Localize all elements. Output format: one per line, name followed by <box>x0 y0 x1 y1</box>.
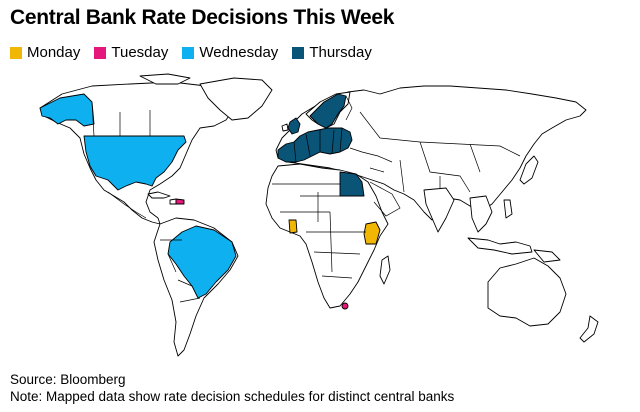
region-alaska <box>39 93 95 127</box>
region-egypt <box>339 171 365 197</box>
legend-swatch-wednesday <box>182 46 195 59</box>
legend-swatch-thursday <box>292 46 305 59</box>
border-mexico <box>107 191 147 219</box>
region-brazil <box>167 225 237 299</box>
legend-item-monday: Monday <box>10 44 80 61</box>
border-africa <box>272 183 366 279</box>
region-united-states <box>83 135 187 191</box>
region-norway-sweden <box>309 93 347 129</box>
border-arabia <box>369 181 401 217</box>
region-kenya <box>363 221 381 245</box>
world-map <box>39 73 599 357</box>
border-canada <box>91 101 151 137</box>
source-text: Source: Bloomberg <box>10 372 126 387</box>
landmass-greenland <box>199 77 273 121</box>
legend-item-tuesday: Tuesday <box>94 44 168 61</box>
landmass-new-zealand <box>579 315 599 343</box>
landmass-hispaniola-west <box>169 198 177 205</box>
legend-label-wednesday: Wednesday <box>199 44 279 61</box>
legend: Monday Tuesday Wednesday Thursday <box>10 44 372 61</box>
landmass-madagascar <box>379 255 391 285</box>
landmass-indonesia <box>467 237 533 255</box>
border-finland <box>345 95 353 121</box>
landmass-japan <box>519 155 539 185</box>
landmass-arctic-islands <box>139 73 191 85</box>
border-middle-east <box>349 147 405 193</box>
landmass-australia <box>487 257 567 327</box>
region-ghana <box>288 219 298 234</box>
region-lesotho <box>341 302 349 310</box>
legend-swatch-monday <box>10 46 22 59</box>
landmass-africa <box>265 163 389 309</box>
legend-label-monday: Monday <box>27 44 81 61</box>
landmass-ireland <box>281 123 289 132</box>
legend-item-wednesday: Wednesday <box>182 44 278 61</box>
border-europe <box>293 127 343 163</box>
landmass-india <box>423 187 455 233</box>
landmass-cuba <box>147 191 171 199</box>
legend-label-thursday: Thursday <box>309 44 372 61</box>
landmass-philippines <box>503 199 513 219</box>
landmass-southeast-asia <box>469 195 493 233</box>
border-asia <box>359 111 521 198</box>
border-south-america <box>160 239 201 303</box>
note-text: Note: Mapped data show rate decision sch… <box>10 389 455 404</box>
region-dominican-republic <box>175 198 185 205</box>
legend-label-tuesday: Tuesday <box>111 44 169 61</box>
chart-title: Central Bank Rate Decisions This Week <box>10 6 395 29</box>
footer: Source: Bloomberg Note: Mapped data show… <box>10 371 454 405</box>
legend-item-thursday: Thursday <box>292 44 372 61</box>
landmass-eurasia <box>275 85 587 221</box>
legend-swatch-tuesday <box>94 46 107 59</box>
landmass-papua <box>533 249 561 263</box>
